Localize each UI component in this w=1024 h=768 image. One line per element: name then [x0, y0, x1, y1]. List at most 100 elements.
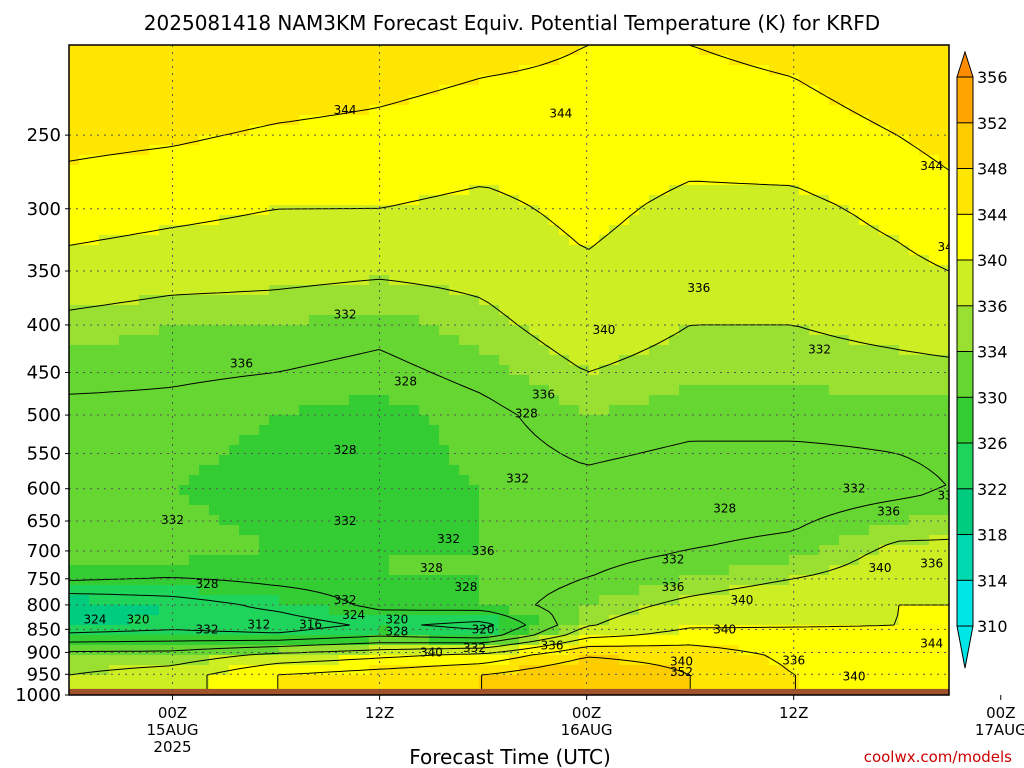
heatmap-cell: [679, 345, 690, 356]
heatmap-cell: [459, 565, 470, 576]
heatmap-cell: [69, 135, 80, 146]
heatmap-cell: [499, 415, 510, 426]
heatmap-cell: [339, 305, 350, 316]
heatmap-cell: [389, 395, 400, 406]
heatmap-cell: [919, 185, 930, 196]
heatmap-cell: [819, 455, 830, 466]
heatmap-cell: [219, 605, 230, 616]
heatmap-cell: [689, 545, 700, 556]
heatmap-cell: [919, 235, 930, 246]
heatmap-cell: [859, 65, 870, 76]
heatmap-cell: [309, 125, 320, 136]
heatmap-cell: [329, 165, 340, 176]
heatmap-cell: [559, 285, 570, 296]
heatmap-cell: [689, 245, 700, 256]
heatmap-cell: [869, 205, 880, 216]
heatmap-cell: [369, 365, 380, 376]
heatmap-cell: [869, 495, 880, 506]
heatmap-cell: [669, 465, 680, 476]
heatmap-cell: [589, 245, 600, 256]
heatmap-cell: [319, 545, 330, 556]
heatmap-cell: [589, 45, 600, 56]
heatmap-cell: [259, 565, 270, 576]
heatmap-cell: [609, 45, 620, 56]
heatmap-cell: [389, 575, 400, 586]
heatmap-cell: [759, 595, 770, 606]
heatmap-cell: [549, 395, 560, 406]
heatmap-cell: [149, 325, 160, 336]
heatmap-cell: [889, 175, 900, 186]
heatmap-cell: [289, 165, 300, 176]
heatmap-cell: [399, 375, 410, 386]
heatmap-cell: [639, 355, 650, 366]
heatmap-cell: [929, 325, 940, 336]
heatmap-cell: [429, 95, 440, 106]
heatmap-cell: [329, 295, 340, 306]
heatmap-cell: [699, 505, 710, 516]
heatmap-cell: [469, 145, 480, 156]
heatmap-cell: [549, 305, 560, 316]
heatmap-cell: [379, 395, 390, 406]
heatmap-cell: [559, 465, 570, 476]
heatmap-cell: [559, 345, 570, 356]
heatmap-cell: [539, 425, 550, 436]
heatmap-cell: [769, 85, 780, 96]
heatmap-cell: [539, 515, 550, 526]
heatmap-cell: [79, 605, 90, 616]
heatmap-cell: [109, 485, 120, 496]
heatmap-cell: [179, 65, 190, 76]
heatmap-cell: [489, 215, 500, 226]
heatmap-cell: [219, 265, 230, 276]
heatmap-cell: [159, 365, 170, 376]
heatmap-cell: [829, 515, 840, 526]
heatmap-cell: [869, 525, 880, 536]
heatmap-cell: [679, 325, 690, 336]
heatmap-cell: [749, 485, 760, 496]
heatmap-cell: [469, 65, 480, 76]
heatmap-cell: [729, 415, 740, 426]
heatmap-cell: [69, 115, 80, 126]
heatmap-cell: [539, 585, 550, 596]
heatmap-cell: [639, 575, 650, 586]
heatmap-cell: [479, 525, 490, 536]
heatmap-cell: [149, 165, 160, 176]
heatmap-cell: [729, 285, 740, 296]
heatmap-cell: [159, 135, 170, 146]
heatmap-cell: [149, 265, 160, 276]
heatmap-cell: [289, 85, 300, 96]
heatmap-cell: [609, 605, 620, 616]
heatmap-cell: [399, 475, 410, 486]
heatmap-cell: [619, 205, 630, 216]
heatmap-cell: [629, 215, 640, 226]
heatmap-cell: [339, 225, 350, 236]
heatmap-cell: [869, 165, 880, 176]
heatmap-cell: [189, 415, 200, 426]
heatmap-cell: [339, 575, 350, 586]
heatmap-cell: [229, 445, 240, 456]
heatmap-cell: [409, 195, 420, 206]
heatmap-cell: [249, 75, 260, 86]
heatmap-cell: [539, 455, 550, 466]
heatmap-cell: [369, 205, 380, 216]
heatmap-cell: [909, 95, 920, 106]
heatmap-cell: [189, 245, 200, 256]
heatmap-cell: [819, 275, 830, 286]
heatmap-cell: [359, 125, 370, 136]
heatmap-cell: [79, 455, 90, 466]
heatmap-cell: [269, 385, 280, 396]
heatmap-cell: [339, 235, 350, 246]
heatmap-cell: [739, 405, 750, 416]
heatmap-cell: [619, 385, 630, 396]
heatmap-cell: [529, 325, 540, 336]
heatmap-cell: [449, 225, 460, 236]
heatmap-cell: [489, 335, 500, 346]
heatmap-cell: [639, 245, 650, 256]
heatmap-cell: [679, 245, 690, 256]
heatmap-cell: [879, 305, 890, 316]
heatmap-cell: [649, 605, 660, 616]
heatmap-cell: [379, 245, 390, 256]
heatmap-cell: [779, 535, 790, 546]
heatmap-cell: [849, 225, 860, 236]
heatmap-cell: [649, 235, 660, 246]
heatmap-cell: [69, 595, 80, 606]
